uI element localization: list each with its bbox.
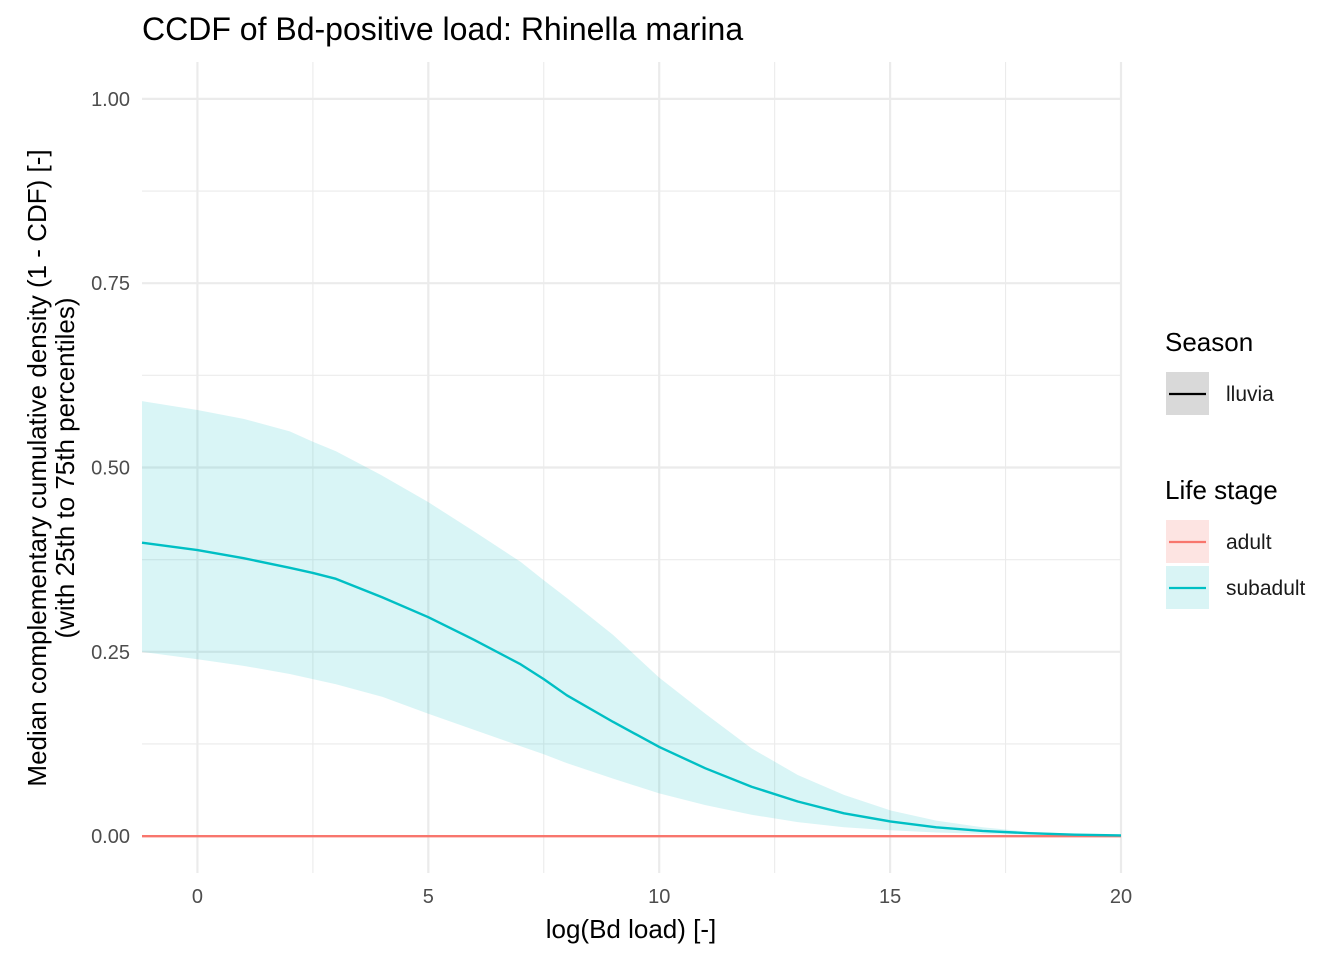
y-tick-label: 1.00 [91, 89, 130, 111]
legend-item-adult: adult [1166, 520, 1272, 563]
chart-title: CCDF of Bd-positive load: Rhinella marin… [142, 11, 743, 47]
line-subadult [141, 541, 1122, 837]
legend-label-subadult: subadult [1226, 577, 1306, 600]
legend-title-season: Season [1165, 327, 1253, 357]
x-tick-label: 15 [879, 886, 901, 908]
median-lines [141, 541, 1122, 838]
y-axis-label-line1: Median complementary cumulative density … [22, 149, 52, 786]
x-tick-label: 5 [423, 886, 434, 908]
x-tick-label: 10 [648, 886, 670, 908]
legend: Season lluvia Life stage adult subadult [1165, 327, 1306, 609]
legend-item-lluvia: lluvia [1166, 372, 1274, 415]
y-tick-label: 0.00 [91, 826, 130, 848]
y-tick-labels: 0.00 0.25 0.50 0.75 1.00 [91, 89, 130, 848]
y-tick-label: 0.50 [91, 458, 130, 480]
x-tick-labels: 0 5 10 15 20 [192, 886, 1132, 908]
legend-item-subadult: subadult [1166, 566, 1306, 609]
percentile-ribbons [142, 401, 1121, 837]
x-tick-label: 0 [192, 886, 203, 908]
legend-label-lluvia: lluvia [1226, 383, 1274, 406]
legend-title-life-stage: Life stage [1165, 475, 1278, 505]
x-tick-label: 20 [1110, 886, 1132, 908]
ribbon-subadult [142, 401, 1121, 837]
legend-label-adult: adult [1226, 531, 1272, 554]
y-axis-label-line2: (with 25th to 75th percentiles) [50, 297, 80, 638]
minor-gridlines [142, 62, 1121, 873]
x-axis-label: log(Bd load) [-] [546, 914, 717, 944]
y-tick-label: 0.75 [91, 273, 130, 295]
y-tick-label: 0.25 [91, 642, 130, 664]
